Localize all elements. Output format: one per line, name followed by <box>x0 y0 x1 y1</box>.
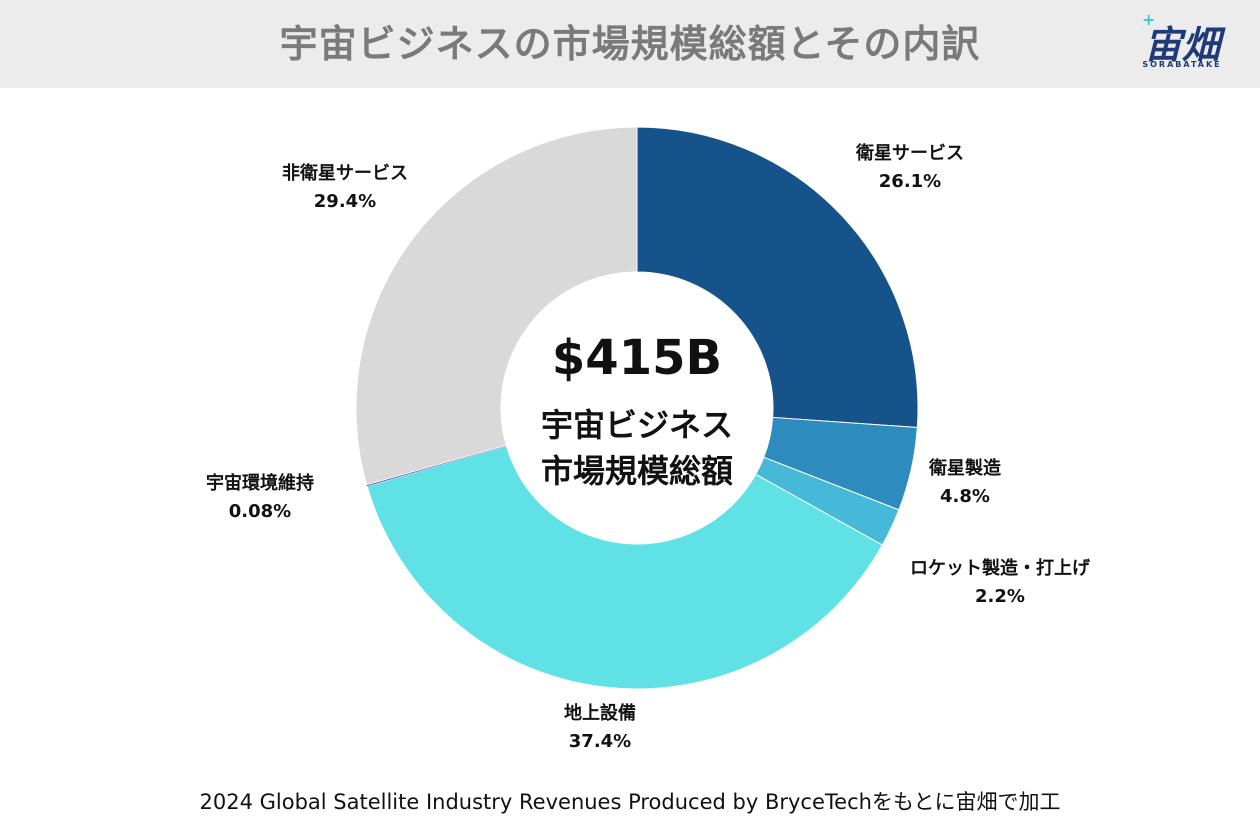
slice-name: ロケット製造・打上げ <box>910 558 1090 579</box>
logo-text: 宙畑 <box>1143 23 1220 67</box>
label-satellite-services: 衛星サービス 26.1% <box>780 140 1040 196</box>
slice-percent: 29.4% <box>313 191 377 212</box>
label-launch: ロケット製造・打上げ 2.2% <box>880 555 1120 611</box>
donut-slice-3 <box>366 445 884 690</box>
logo-subtext: SORABATAKE <box>1142 60 1222 69</box>
header-bar <box>0 0 1260 88</box>
donut-slice-0 <box>636 126 919 429</box>
slice-name: 衛星サービス <box>856 143 964 164</box>
slice-name: 地上設備 <box>564 703 636 724</box>
slice-percent: 37.4% <box>568 731 632 752</box>
page-title: 宇宙ビジネスの市場規模総額とその内訳 <box>279 22 981 66</box>
slice-name: 衛星製造 <box>929 458 1001 479</box>
center-caption-line1: 宇宙ビジネス <box>540 406 733 444</box>
label-ground-equipment: 地上設備 37.4% <box>500 700 700 756</box>
logo-plus-icon: + <box>1142 10 1156 29</box>
label-satellite-manufacturing: 衛星製造 4.8% <box>870 455 1060 511</box>
source-note: 2024 Global Satellite Industry Revenues … <box>199 790 1061 814</box>
donut-slice-5 <box>355 126 638 486</box>
label-space-sustainability: 宇宙環境維持 0.08% <box>170 470 350 526</box>
slice-name: 非衛星サービス <box>282 163 408 184</box>
center-caption: 宇宙ビジネス 市場規模総額 <box>507 402 767 494</box>
label-non-satellite-services: 非衛星サービス 29.4% <box>215 160 475 216</box>
sorabatake-logo: + 宙畑 SORABATAKE <box>1132 10 1232 76</box>
slice-percent: 26.1% <box>878 171 942 192</box>
slice-percent: 4.8% <box>940 486 990 507</box>
slice-name: 宇宙環境維持 <box>206 473 314 494</box>
total-value: $415B <box>551 330 723 386</box>
center-caption-line2: 市場規模総額 <box>540 452 733 490</box>
slice-percent: 0.08% <box>228 501 292 522</box>
slice-percent: 2.2% <box>975 586 1025 607</box>
